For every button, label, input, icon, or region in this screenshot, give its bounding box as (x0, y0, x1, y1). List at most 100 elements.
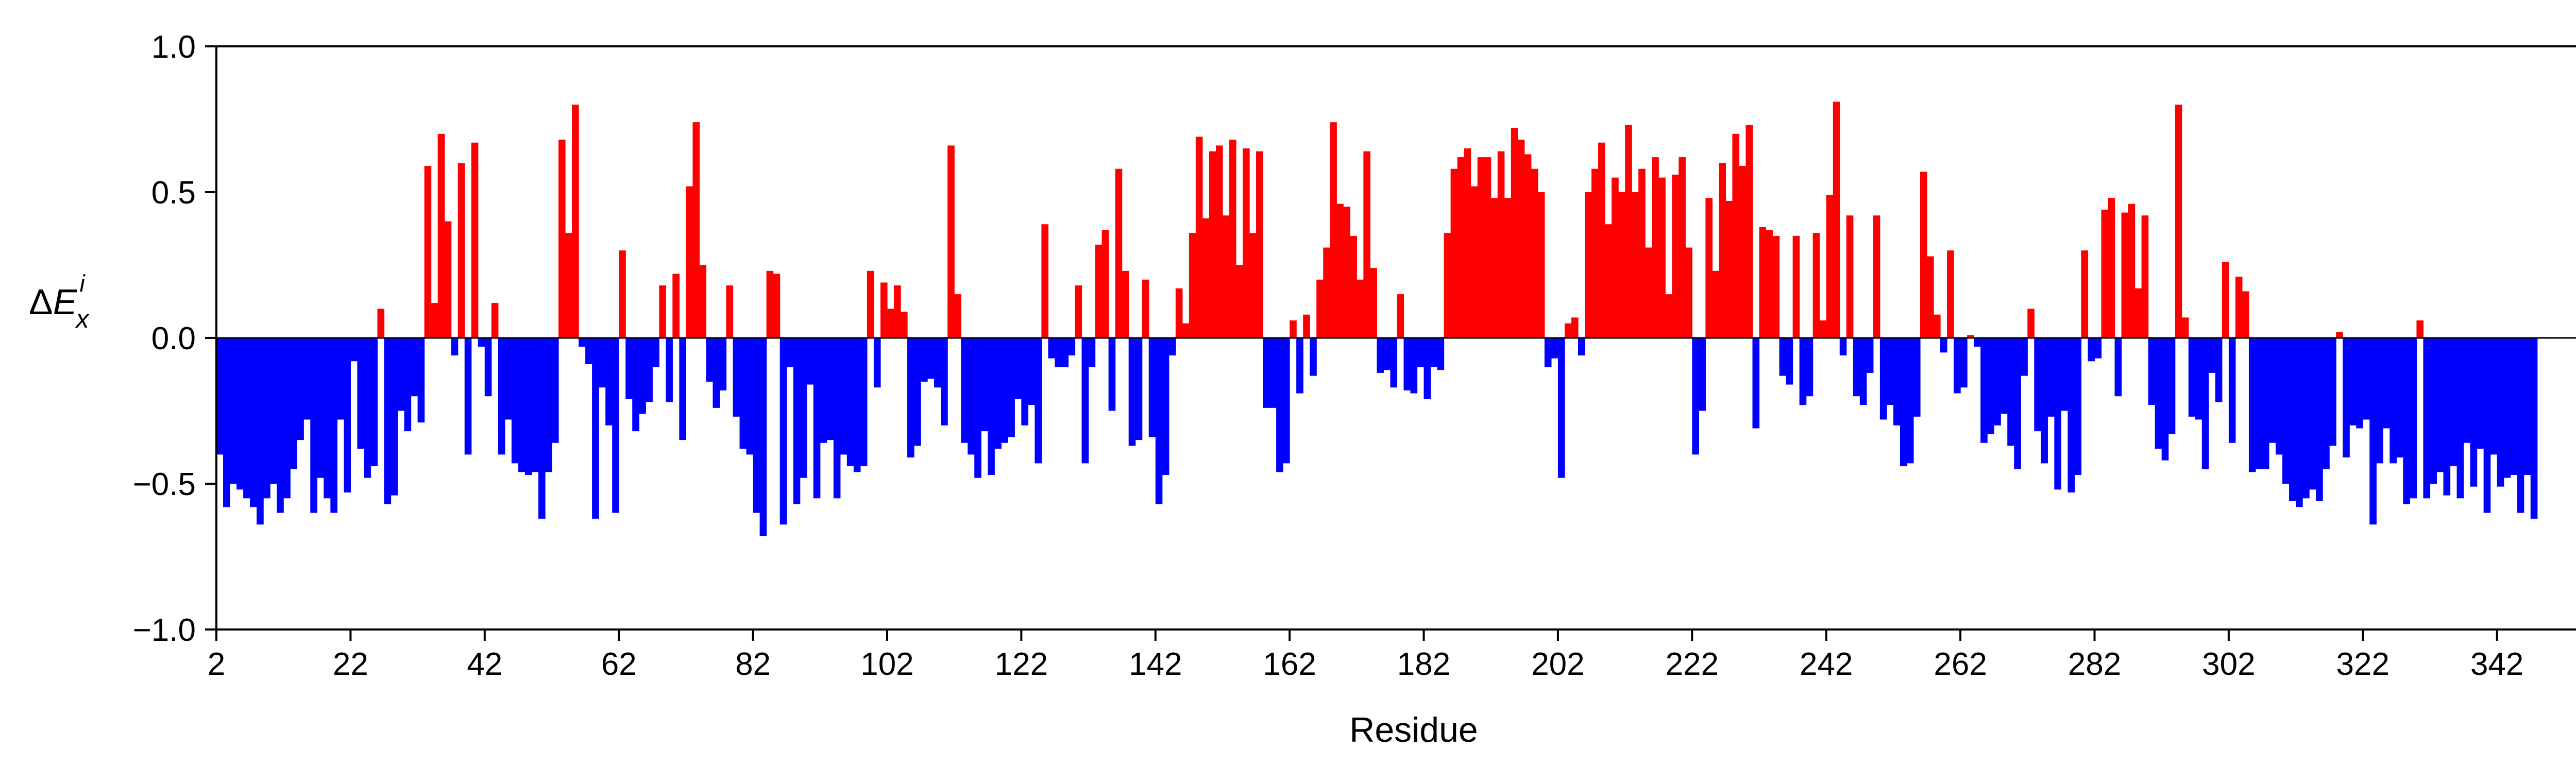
bar (2443, 338, 2451, 496)
bar (1061, 338, 1069, 367)
bar (2074, 338, 2082, 475)
bar (786, 338, 794, 367)
bar (2034, 338, 2041, 432)
bar (2463, 338, 2471, 443)
bar (947, 145, 955, 338)
bar (1490, 198, 1498, 338)
bar (2450, 338, 2458, 467)
bar (1202, 218, 1210, 338)
bar (746, 338, 754, 455)
bar (357, 338, 365, 449)
bar (793, 338, 801, 504)
bar (2181, 317, 2189, 338)
bar (1423, 338, 1431, 399)
bar (545, 338, 552, 472)
bar (2101, 209, 2109, 338)
bar (873, 338, 881, 388)
bar (1618, 192, 1625, 338)
bar (666, 338, 673, 402)
bar (1363, 151, 1370, 338)
bar (1819, 320, 1827, 338)
bar (860, 338, 868, 467)
bar (2510, 338, 2518, 475)
bar (1967, 335, 1974, 338)
bar (867, 270, 874, 338)
bar (216, 338, 224, 455)
bar (498, 338, 505, 455)
bar (1537, 192, 1545, 338)
bar (2523, 338, 2531, 475)
bar (1410, 338, 1418, 394)
bar (726, 285, 734, 338)
bar (652, 338, 659, 367)
bar (2134, 288, 2142, 338)
bar (1699, 338, 1706, 411)
bar (1772, 235, 1780, 338)
bar (1632, 192, 1639, 338)
bar (1524, 154, 1532, 338)
x-axis-ticks: 2 22 42 62 82 102 122 142 162 182 202 222 242 262 282 3… (208, 629, 2523, 682)
bar (330, 338, 337, 513)
bar (706, 338, 714, 382)
bar (2436, 338, 2444, 472)
bar (2490, 338, 2498, 455)
bar (1477, 157, 1485, 338)
bar (826, 338, 834, 440)
bar (2114, 338, 2122, 397)
bar (236, 338, 244, 490)
bar (1839, 338, 1847, 355)
bar (1075, 285, 1082, 338)
bar (2007, 338, 2014, 446)
bar (1598, 142, 1605, 338)
bar (1249, 233, 1257, 338)
bar (2363, 338, 2370, 420)
bar (531, 338, 539, 472)
bar (250, 338, 257, 507)
bar (2383, 338, 2390, 429)
bar (1557, 338, 1565, 478)
bar (1444, 233, 1451, 338)
bar (2309, 338, 2316, 490)
bar (2276, 338, 2283, 455)
bar (853, 338, 861, 472)
bar (753, 338, 760, 513)
bar (1779, 338, 1787, 376)
x-tick-label: 2 (208, 646, 225, 682)
bar (1430, 338, 1438, 367)
bar (2121, 212, 2129, 338)
bar (1008, 338, 1015, 437)
bar (1846, 215, 1854, 338)
y-tick-label: 0.0 (151, 321, 196, 356)
bar (585, 338, 592, 364)
bar (1873, 215, 1880, 338)
bar (1350, 235, 1357, 338)
bar (1055, 338, 1062, 367)
bar (283, 338, 291, 499)
bar (934, 338, 941, 388)
bar (2282, 338, 2290, 484)
bar (290, 338, 297, 469)
y-axis-label-superscript: i (79, 270, 86, 297)
bar (1799, 338, 1807, 405)
bar (1833, 101, 1840, 338)
bar (518, 338, 526, 472)
bar (1732, 133, 1740, 338)
bar (2302, 338, 2310, 499)
bar (1652, 157, 1659, 338)
y-axis-ticks: −1.0 −0.5 0.0 0.5 1.0 (133, 29, 216, 648)
bar (954, 294, 961, 338)
bar (1906, 338, 1914, 464)
bar (2349, 338, 2357, 425)
bar (880, 282, 888, 338)
bar (579, 338, 586, 347)
bar (1954, 338, 1961, 394)
bar (2329, 338, 2336, 446)
bar (981, 338, 988, 432)
bar (2477, 338, 2484, 449)
bar (411, 338, 418, 397)
bar (1229, 140, 1236, 338)
bar (1189, 233, 1196, 338)
bar (2456, 338, 2464, 499)
bar (646, 338, 653, 402)
